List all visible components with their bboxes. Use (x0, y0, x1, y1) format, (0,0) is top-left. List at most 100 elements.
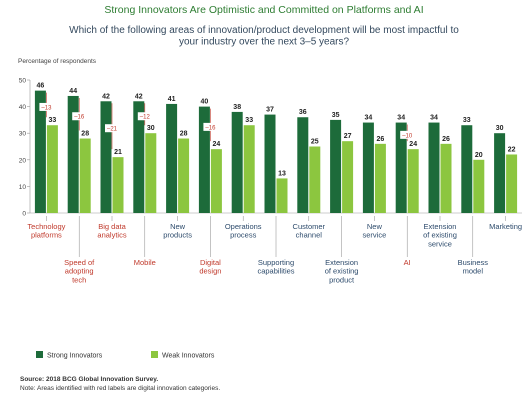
value-label: 35 (332, 112, 340, 119)
value-label: 41 (168, 96, 176, 103)
chart-subtitle: Which of the following areas of innovati… (69, 25, 459, 48)
bar (461, 125, 473, 213)
value-label: 33 (49, 117, 57, 124)
y-tick-label: 20 (19, 157, 27, 164)
bar (112, 157, 124, 213)
gap-label-bg (39, 102, 54, 111)
bar (166, 103, 178, 213)
value-label: 20 (475, 152, 483, 159)
legend-label: Strong Innovators (47, 353, 103, 360)
note: Note: Areas identified with red labels a… (20, 385, 220, 392)
x-tick-label: Marketing (489, 222, 522, 231)
x-tick-label: AI (404, 258, 411, 267)
bar (297, 117, 309, 213)
bar (428, 122, 440, 213)
value-label: 44 (69, 88, 77, 95)
gap-label-bg (400, 130, 415, 139)
x-tick-label: Digital design (199, 258, 221, 276)
bar (46, 125, 58, 213)
bar (407, 149, 419, 213)
value-label: 28 (180, 131, 188, 138)
x-tick-label: Technology platforms (27, 222, 65, 240)
bar (243, 125, 255, 213)
bar (210, 149, 222, 213)
value-label: 33 (245, 117, 253, 124)
x-tick-label: Speed of adopting tech (64, 258, 95, 284)
value-label: 27 (344, 133, 352, 140)
x-tick-label: Big data analytics (97, 222, 126, 240)
value-label: 22 (508, 146, 516, 153)
bar (231, 111, 243, 213)
bar (133, 101, 145, 213)
y-tick-label: 50 (19, 78, 27, 85)
value-label: 46 (37, 83, 45, 90)
value-label: 30 (496, 125, 504, 132)
bar (374, 143, 386, 213)
gap-label-bg (105, 124, 119, 133)
bar (506, 154, 518, 213)
value-label: 26 (442, 136, 450, 143)
bar (100, 101, 112, 213)
gap-label-bg (72, 112, 87, 121)
x-tick-label: Customer channel (293, 222, 326, 240)
value-label: 38 (233, 104, 241, 111)
legend-label: Weak Innovators (162, 353, 215, 360)
y-tick-label: 30 (19, 131, 27, 138)
value-label: 33 (463, 117, 471, 124)
value-label: 24 (213, 141, 221, 148)
x-tick-label: Extension of existing service (423, 222, 457, 248)
bar (342, 141, 354, 213)
x-tick-label: New products (163, 222, 192, 240)
legend-swatch (151, 351, 158, 358)
value-label: 21 (114, 149, 122, 156)
x-tick-label: Supporting capabilities (257, 258, 294, 276)
value-label: 24 (409, 141, 417, 148)
value-label: 34 (397, 115, 405, 122)
bar (440, 143, 452, 213)
gap-label-bg (203, 122, 218, 131)
y-tick-label: 10 (19, 184, 27, 191)
value-label: 26 (377, 136, 385, 143)
legend-swatch (36, 351, 43, 358)
y-tick-label: 40 (19, 104, 27, 111)
x-tick-label: Operations process (225, 222, 262, 240)
y-tick-label: 0 (22, 211, 26, 218)
chart-title: Strong Innovators Are Optimistic and Com… (104, 4, 423, 16)
x-tick-label: Business model (458, 258, 489, 276)
value-label: 42 (102, 93, 110, 100)
value-label: 34 (430, 115, 438, 122)
bar (145, 133, 157, 213)
value-label: 28 (81, 131, 89, 138)
x-tick-label: Extension of existing product (325, 258, 359, 284)
bar (178, 138, 190, 213)
bar (494, 133, 506, 213)
source: Source: 2018 BCG Global Innovation Surve… (20, 376, 158, 383)
bar (309, 146, 321, 213)
gap-label: –16 (205, 125, 216, 131)
value-label: 13 (278, 170, 286, 177)
gap-label: –12 (140, 115, 151, 121)
bar (198, 106, 210, 213)
bar (473, 159, 485, 213)
value-label: 30 (147, 125, 155, 132)
bar (34, 90, 46, 213)
gap-label: –10 (402, 133, 413, 139)
bar (276, 178, 288, 213)
bar (67, 95, 79, 213)
value-label: 40 (201, 99, 209, 106)
bar (79, 138, 91, 213)
value-label: 37 (266, 107, 274, 114)
bar (330, 119, 342, 213)
y-axis-label: Percentage of respondents (18, 58, 97, 65)
gap-label: –13 (41, 105, 52, 111)
x-tick-label: Mobile (134, 258, 156, 267)
gap-label-bg (137, 112, 152, 121)
value-label: 42 (135, 93, 143, 100)
value-label: 34 (365, 115, 373, 122)
gap-label: –21 (107, 127, 118, 133)
x-tick-label: New service (363, 222, 387, 240)
value-label: 25 (311, 139, 319, 146)
bar (395, 122, 407, 213)
value-label: 36 (299, 109, 307, 116)
